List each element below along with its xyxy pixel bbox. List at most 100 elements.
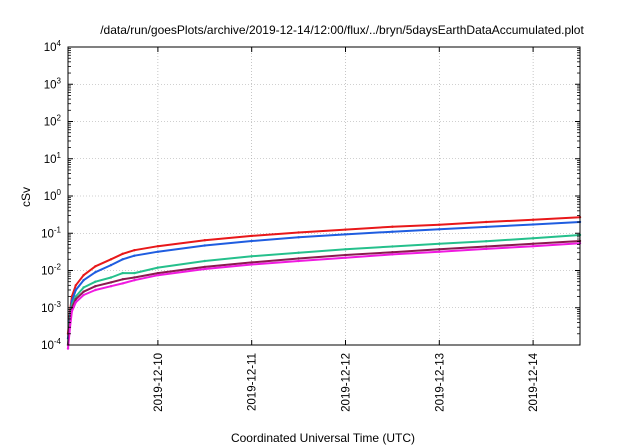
series-point-1 (74, 284, 78, 287)
series-point-4 (109, 281, 113, 284)
series-point-1 (133, 249, 136, 252)
series-point-5 (109, 285, 113, 288)
series-line-5 (67, 242, 581, 349)
y-tick-label: 102 (44, 114, 62, 129)
series-group (66, 216, 582, 350)
y-tick-label: 10-1 (41, 225, 61, 240)
y-tick-label: 100 (44, 188, 62, 203)
series-point-2 (74, 288, 78, 292)
series-point-3 (250, 255, 253, 258)
series-point-4 (391, 251, 394, 254)
series-point-5 (344, 256, 347, 259)
series-point-3 (391, 245, 394, 248)
series-point-2 (109, 263, 113, 267)
series-point-2 (344, 233, 347, 236)
series-point-3 (156, 266, 160, 269)
y-tick-label: 10-3 (41, 300, 61, 315)
x-tick-label: 2019-12-10 (153, 353, 165, 412)
series-point-4 (531, 242, 535, 245)
series-point-4 (82, 290, 85, 293)
series-point-2 (438, 228, 441, 231)
series-point-1 (297, 231, 300, 234)
series-point-1 (438, 223, 441, 226)
series-point-1 (391, 225, 394, 228)
y-tick-label: 10-4 (41, 337, 61, 352)
series-point-5 (70, 310, 74, 313)
chart-title: /data/run/goesPlots/archive/2019-12-14/1… (100, 23, 584, 37)
series-point-5 (391, 253, 394, 256)
x-tick-label: 2019-12-13 (434, 353, 446, 412)
series-point-2 (133, 254, 136, 257)
series-point-1 (250, 234, 253, 238)
series-point-3 (344, 248, 347, 251)
series-point-3 (94, 280, 97, 283)
y-axis: 10-4 10-3 10-2 10-1 100 101 102 103 104 (41, 39, 580, 352)
series-point-4 (485, 245, 488, 248)
series-point-2 (531, 223, 535, 226)
series-point-5 (297, 259, 300, 263)
series-point-5 (133, 279, 136, 282)
series-point-4 (250, 261, 253, 264)
series-point-4 (94, 285, 97, 288)
series-point-2 (156, 250, 160, 253)
series-line-4 (67, 240, 581, 346)
series-point-1 (485, 220, 488, 224)
series-point-3 (74, 295, 78, 298)
series-line-3 (67, 234, 581, 346)
series-point-2 (485, 225, 488, 229)
series-point-3 (297, 251, 300, 254)
series-point-1 (121, 252, 124, 255)
series-point-3 (133, 271, 136, 275)
series-point-3 (109, 276, 113, 279)
x-tick-label: 2019-12-11 (247, 353, 259, 411)
series-point-5 (94, 288, 97, 292)
series-point-1 (531, 218, 535, 221)
series-point-5 (121, 282, 124, 285)
series-point-4 (344, 253, 347, 257)
series-point-5 (531, 245, 535, 248)
series-point-4 (203, 265, 206, 269)
series-point-5 (485, 247, 488, 251)
x-axis-label: Coordinated Universal Time (UTC) (231, 431, 415, 445)
x-axis: 2019-12-10 2019-12-11 2019-12-12 2019-12-13… (153, 47, 540, 412)
series-point-5 (66, 347, 70, 350)
series-point-2 (203, 244, 206, 247)
series-point-3 (531, 237, 535, 240)
series-point-5 (250, 263, 253, 266)
series-point-2 (391, 230, 394, 233)
series-point-2 (121, 258, 124, 261)
series-point-4 (438, 248, 441, 251)
series-point-5 (438, 250, 441, 253)
y-axis-label: cSv (19, 187, 33, 207)
series-point-2 (297, 236, 300, 239)
series-point-3 (438, 242, 441, 245)
series-point-3 (121, 271, 124, 275)
series-point-4 (74, 298, 78, 301)
series-point-5 (74, 301, 78, 304)
y-tick-label: 101 (44, 151, 62, 166)
series-point-2 (82, 279, 85, 282)
x-tick-label: 2019-12-12 (340, 353, 352, 412)
y-tick-label: 104 (44, 39, 62, 54)
y-tick-label: 10-2 (41, 263, 61, 278)
series-point-1 (82, 274, 85, 277)
series-point-1 (344, 228, 347, 231)
series-point-4 (297, 257, 300, 260)
series-point-5 (156, 274, 160, 277)
series-point-5 (82, 293, 85, 297)
series-point-3 (485, 240, 488, 243)
grid-lines (68, 47, 580, 345)
series-point-2 (250, 239, 253, 243)
series-point-4 (121, 278, 124, 281)
series-point-3 (82, 286, 85, 289)
y-tick-label: 103 (44, 76, 62, 91)
series-point-5 (203, 267, 206, 271)
series-point-4 (156, 271, 160, 275)
series-point-1 (94, 265, 97, 268)
series-point-2 (94, 271, 97, 274)
series-point-3 (203, 259, 206, 263)
series-point-4 (133, 276, 136, 279)
series-point-1 (109, 258, 113, 261)
x-tick-label: 2019-12-14 (528, 352, 540, 411)
